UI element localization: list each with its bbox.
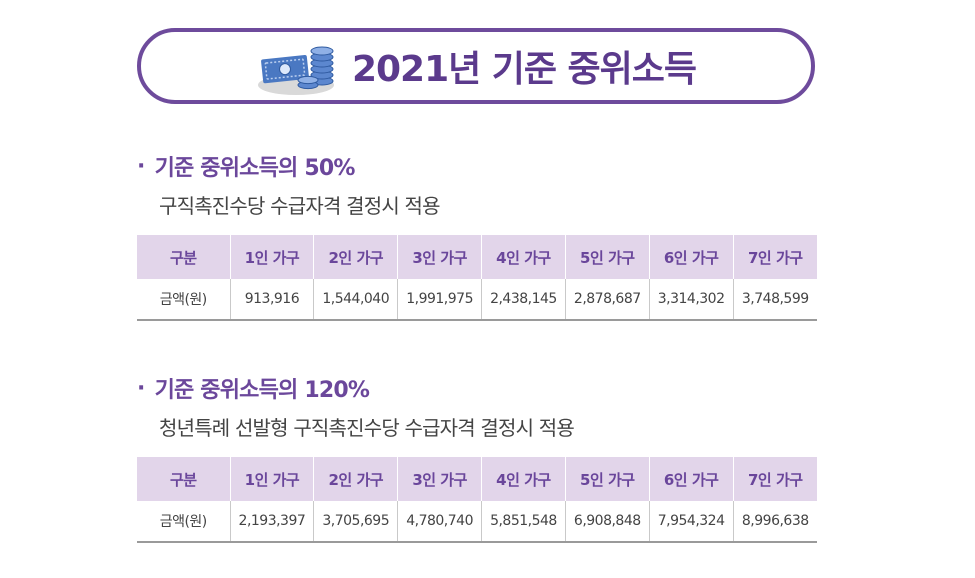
header-cell: 2인 가구: [313, 235, 399, 279]
bullet-dot: ·: [137, 153, 145, 179]
amount-cell: 2,193,397: [230, 501, 315, 543]
table-header-row: 구분 1인 가구 2인 가구 3인 가구 4인 가구 5인 가구 6인 가구 7…: [137, 457, 817, 501]
bullet-dot: ·: [137, 375, 145, 401]
header-cell: 구분: [137, 235, 231, 279]
table-header-row: 구분 1인 가구 2인 가구 3인 가구 4인 가구 5인 가구 6인 가구 7…: [137, 235, 817, 279]
income-table-120: 구분 1인 가구 2인 가구 3인 가구 4인 가구 5인 가구 6인 가구 7…: [137, 457, 817, 543]
amount-cell: 8,996,638: [733, 501, 817, 543]
header-cell: 6인 가구: [649, 235, 734, 279]
amount-cell: 2,438,145: [481, 279, 566, 321]
header-cell: 5인 가구: [565, 457, 650, 501]
section-heading: 기준 중위소득의 120%: [154, 378, 370, 403]
header-cell: 5인 가구: [565, 235, 650, 279]
amount-cell: 913,916: [230, 279, 315, 321]
amount-cell: 1,991,975: [397, 279, 483, 321]
section-subtitle: 구직촉진수당 수급자격 결정시 적용: [159, 194, 440, 218]
amount-cell: 3,705,695: [313, 501, 399, 543]
section-heading: 기준 중위소득의 50%: [154, 156, 356, 181]
header-cell: 3인 가구: [397, 235, 483, 279]
section-120: · 기준 중위소득의 120% 청년특례 선발형 구직촉진수당 수급자격 결정시…: [137, 372, 817, 543]
header-cell: 2인 가구: [313, 457, 399, 501]
amount-cell: 3,748,599: [733, 279, 817, 321]
income-table-50: 구분 1인 가구 2인 가구 3인 가구 4인 가구 5인 가구 6인 가구 7…: [137, 235, 817, 321]
amount-cell: 1,544,040: [313, 279, 399, 321]
amount-cell: 2,878,687: [565, 279, 650, 321]
page-title: 2021년 기준 중위소득: [351, 49, 697, 90]
header-cell: 4인 가구: [481, 457, 566, 501]
header-cell: 1인 가구: [230, 235, 315, 279]
header-cell: 3인 가구: [397, 457, 483, 501]
amount-cell: 3,314,302: [649, 279, 734, 321]
amount-cell: 6,908,848: [565, 501, 650, 543]
header-cell: 4인 가구: [481, 235, 566, 279]
section-50: · 기준 중위소득의 50% 구직촉진수당 수급자격 결정시 적용 구분 1인 …: [137, 150, 817, 321]
table-row: 금액(원) 2,193,397 3,705,695 4,780,740 5,85…: [137, 501, 817, 543]
section-subtitle: 청년특례 선발형 구직촉진수당 수급자격 결정시 적용: [159, 416, 575, 440]
row-label: 금액(원): [137, 279, 231, 321]
amount-cell: 4,780,740: [397, 501, 483, 543]
amount-cell: 7,954,324: [649, 501, 734, 543]
header-cell: 구분: [137, 457, 231, 501]
amount-cell: 5,851,548: [481, 501, 566, 543]
table-row: 금액(원) 913,916 1,544,040 1,991,975 2,438,…: [137, 279, 817, 321]
money-coins-icon: [257, 46, 334, 95]
row-label: 금액(원): [137, 501, 231, 543]
header-cell: 6인 가구: [649, 457, 734, 501]
header-cell: 7인 가구: [733, 457, 817, 501]
title-banner: 2021년 기준 중위소득: [137, 28, 815, 104]
header-cell: 7인 가구: [733, 235, 817, 279]
header-cell: 1인 가구: [230, 457, 315, 501]
